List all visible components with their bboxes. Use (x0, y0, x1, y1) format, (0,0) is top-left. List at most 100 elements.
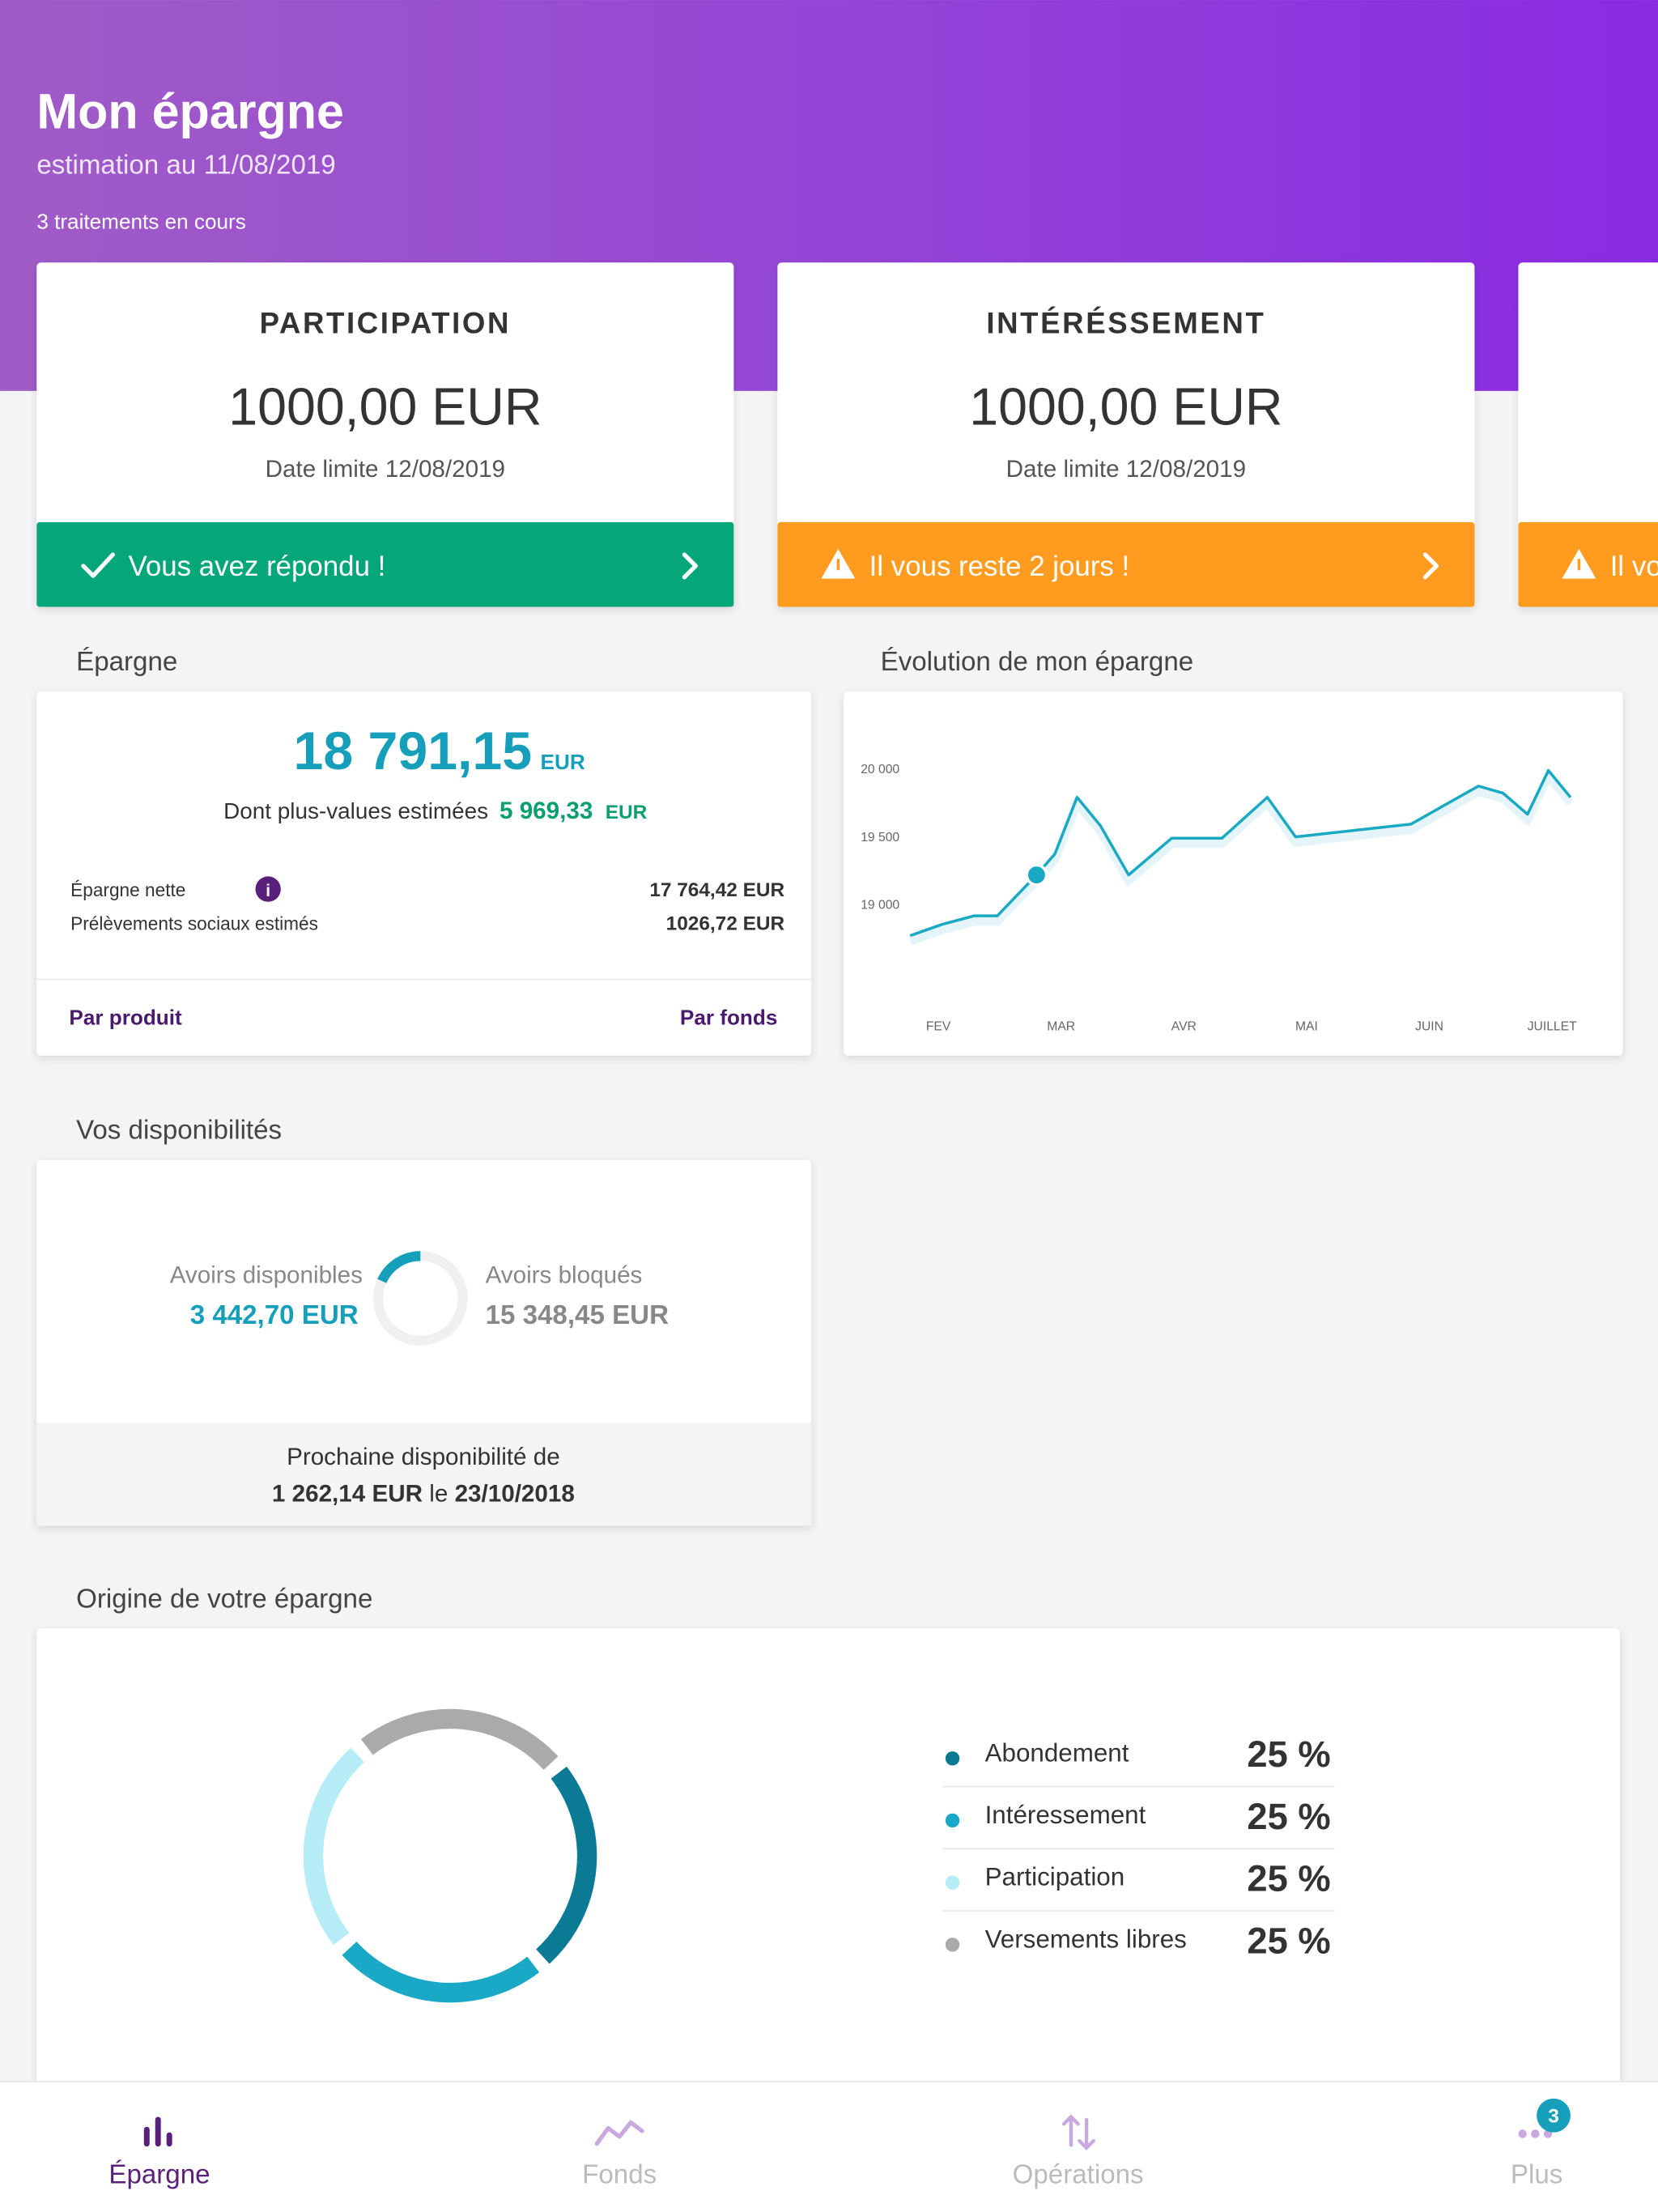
gains-unit: EUR (606, 802, 648, 823)
x-tick-label: JUILLET (1528, 1019, 1577, 1033)
donut-slice (303, 1747, 364, 1946)
legend-dot (945, 1938, 960, 1952)
nav-label[interactable]: Fonds (582, 2159, 657, 2189)
card (36, 262, 734, 607)
status: 3 traitements en cours (36, 209, 245, 233)
card-action-label: Il vous reste 2 jours ! (869, 551, 1129, 582)
legend-label: Avoirs bloqués (486, 1261, 643, 1288)
chevron (682, 552, 698, 580)
nav-icon (1518, 2129, 1553, 2138)
badge (1537, 2098, 1571, 2133)
legend-label: Versements libres (985, 1925, 1187, 1953)
savings-total: 18 791,15 (294, 721, 533, 781)
value-label: 15 348,45 EUR (486, 1300, 669, 1330)
card-amount: 1000,00 EUR (969, 378, 1282, 436)
nav-label[interactable]: Opérations (1013, 2159, 1144, 2189)
subtitle: estimation au 11/08/2019 (36, 150, 335, 180)
highlight-point (1025, 863, 1048, 887)
origin-card (36, 1628, 1620, 2109)
legend-value: 25 % (1247, 1796, 1330, 1837)
warning-mark (1577, 559, 1581, 571)
legend-label: Abondement (985, 1738, 1129, 1767)
section-heading: Origine de votre épargne (76, 1584, 372, 1614)
donut-slice (536, 1766, 597, 1964)
line-shadow (908, 768, 1574, 946)
x-tick-label: MAR (1047, 1019, 1075, 1033)
check-icon (81, 552, 116, 578)
link[interactable]: Par fonds (680, 1005, 777, 1029)
warning-mark (836, 559, 840, 571)
card-action[interactable] (1518, 521, 1658, 607)
gains-value: 5 969,33 (500, 798, 593, 824)
savings-unit: EUR (541, 750, 585, 774)
legend-label: Intéressement (985, 1801, 1146, 1829)
row-label: Épargne nette (70, 879, 185, 900)
nav-icon (594, 2120, 644, 2146)
page-title: Mon épargne (36, 84, 344, 139)
donut-slice (360, 1708, 559, 1771)
next-label: Prochaine disponibilité de (287, 1444, 560, 1470)
row-value: 1026,72 EUR (666, 913, 785, 935)
card-deadline: Date limite 12/08/2019 (1006, 456, 1246, 483)
legend-dot (945, 1875, 960, 1890)
line (909, 768, 1572, 938)
legend-label: Participation (985, 1863, 1125, 1891)
legend-value: 25 % (1247, 1920, 1330, 1961)
legend-dot (945, 1751, 960, 1766)
donut-slice (373, 1251, 468, 1346)
y-tick-label: 19 000 (861, 899, 899, 912)
x-tick-label: JUIN (1415, 1019, 1443, 1033)
section-heading: Évolution de mon épargne (881, 647, 1194, 677)
card-title: PARTICIPATION (260, 306, 511, 339)
card-deadline: Date limite 12/08/2019 (266, 456, 505, 483)
donut-slice (342, 1942, 540, 2003)
line-chart: 20 000 19 500 19 000 FEV MAR AVR MAI JUIN JUILLE… (861, 763, 1577, 1033)
card-amount: 1000,00 EUR (228, 378, 542, 436)
section-heading: Vos disponibilités (76, 1116, 282, 1146)
availability-donut (373, 1251, 468, 1346)
next-amount: 1 262,14 EUR (272, 1481, 423, 1508)
nav-label[interactable]: Plus (1511, 2159, 1562, 2189)
x-tick-label: MAI (1295, 1019, 1318, 1033)
card-action-label: Il vo (1610, 551, 1658, 582)
card (1518, 262, 1658, 607)
next-line: 1 262,14 EUR le 23/10/2018 (272, 1481, 575, 1508)
y-tick-label: 19 500 (861, 831, 899, 844)
x-tick-label: FEV (926, 1019, 951, 1033)
x-tick-label: AVR (1171, 1019, 1197, 1033)
gains-label: Dont plus-values estimées (223, 798, 488, 823)
chevron (1422, 552, 1439, 580)
info-glyph: i (266, 882, 270, 900)
row-label: Prélèvements sociaux estimés (70, 913, 318, 934)
next-connector: le (429, 1481, 448, 1508)
nav-icon (1062, 2114, 1095, 2150)
next-date: 23/10/2018 (455, 1481, 575, 1508)
card (777, 262, 1475, 607)
card-action[interactable] (36, 521, 734, 607)
card-action[interactable] (777, 521, 1475, 607)
cards-row: PARTICIPATION 1000,00 EUR Date limite 12/0… (36, 262, 1658, 607)
legend-label: Avoirs disponibles (170, 1261, 363, 1288)
next-availability-band (36, 1422, 812, 1526)
card-title: INTÉRÉSSEMENT (986, 306, 1265, 339)
info-icon[interactable] (255, 876, 281, 902)
nav-icon (143, 2116, 172, 2147)
y-tick-label: 20 000 (861, 763, 899, 776)
legend-dot (945, 1813, 960, 1828)
evolution-card (844, 691, 1623, 1056)
legend-value: 25 % (1247, 1733, 1330, 1775)
legend-value: 25 % (1247, 1858, 1330, 1899)
origin-donut: Abondement 25 % Intéressement 25 % Participa… (303, 1708, 1335, 2003)
card-action-label: Vous avez répondu ! (129, 551, 386, 582)
savings-card (36, 691, 812, 1056)
value-label: 3 442,70 EUR (190, 1300, 359, 1330)
nav-label[interactable]: Épargne (108, 2159, 210, 2189)
link[interactable]: Par produit (69, 1005, 182, 1029)
row-value: 17 764,42 EUR (649, 879, 784, 901)
bottom-nav (0, 2081, 1658, 2212)
donut-slice (377, 1251, 421, 1284)
section-heading: Épargne (76, 647, 177, 677)
badge-count: 3 (1548, 2105, 1559, 2127)
